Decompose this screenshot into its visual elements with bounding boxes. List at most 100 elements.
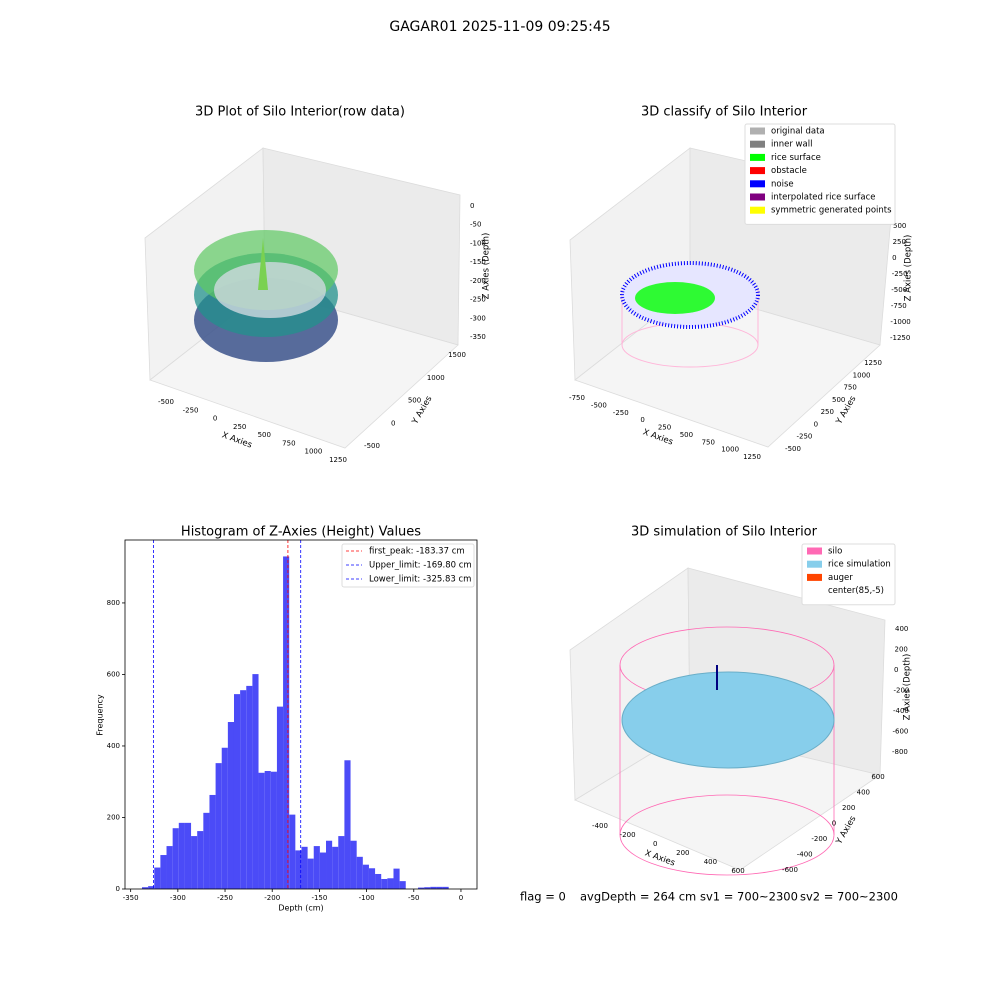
x-tick-label: 0 xyxy=(640,416,644,424)
legend-box xyxy=(341,543,475,588)
x-tick-label: -200 xyxy=(620,831,636,839)
x-tick-label: 250 xyxy=(658,424,671,432)
bar xyxy=(203,812,210,889)
y-tick-label: 0 xyxy=(832,820,836,828)
x-tick-label: 1250 xyxy=(329,456,347,464)
bar xyxy=(368,868,376,889)
x-tick-label: 0 xyxy=(213,415,217,423)
bar xyxy=(356,856,363,889)
bar xyxy=(178,822,185,889)
y-tick-label: -250 xyxy=(796,433,812,441)
bar xyxy=(295,850,302,889)
y-tick-label: 1000 xyxy=(853,371,871,379)
legend-label: original data xyxy=(771,127,825,137)
x-tick-label: 500 xyxy=(680,431,693,439)
y-tick-label: -600 xyxy=(782,866,798,874)
z-tick-label: -1250 xyxy=(890,334,910,342)
y-tick-label: -500 xyxy=(364,442,380,450)
bar xyxy=(141,887,149,889)
bar xyxy=(436,886,443,889)
legend-swatch xyxy=(750,153,765,161)
legend-label: Lower_limit: -325.83 cm xyxy=(369,575,471,585)
y-tick-label: 500 xyxy=(408,397,421,405)
z-tick-label: 0 xyxy=(894,666,898,674)
z-tick-label: -600 xyxy=(893,728,909,736)
legend-swatch xyxy=(750,140,765,148)
y-tick-label: 0 xyxy=(391,419,395,427)
bar xyxy=(387,878,394,889)
bar xyxy=(418,887,425,889)
bar xyxy=(270,771,277,889)
bar xyxy=(375,873,382,889)
plot1-box xyxy=(144,147,461,449)
legend-label: interpolated rice surface xyxy=(771,193,876,203)
bar xyxy=(172,828,179,889)
surface xyxy=(621,671,835,769)
bar xyxy=(393,868,400,889)
x-tick-label: -350 xyxy=(123,894,139,902)
z-tick-label: -250 xyxy=(470,296,486,304)
bar xyxy=(246,685,253,889)
bar xyxy=(221,747,228,889)
legend-swatch xyxy=(750,193,765,201)
y-tick-label: -200 xyxy=(811,835,827,843)
x-tick-label: 1250 xyxy=(743,453,761,461)
bar xyxy=(191,836,198,889)
bar xyxy=(209,794,216,889)
x-tick-label: -200 xyxy=(264,894,280,902)
bar xyxy=(252,674,259,889)
plot-frame xyxy=(124,539,478,890)
x-tick-label: 0 xyxy=(459,894,463,902)
y-tick-label: 0 xyxy=(814,420,818,428)
cloud xyxy=(258,238,268,290)
y-axis-label: Frequency xyxy=(96,694,105,736)
y-tick-label: 200 xyxy=(107,813,120,821)
legend-box xyxy=(801,543,896,606)
z-tick-label: -50 xyxy=(470,221,481,229)
y-tick-label: -500 xyxy=(785,445,801,453)
z-tick-label: 400 xyxy=(895,625,908,633)
bar xyxy=(154,867,161,889)
legend-label: Upper_limit: -169.80 cm xyxy=(369,561,472,571)
x-tick-label: -750 xyxy=(569,394,585,402)
bar xyxy=(344,760,351,889)
z-tick-label: -800 xyxy=(892,748,908,756)
bar xyxy=(307,858,314,889)
x-tick-label: 750 xyxy=(282,439,295,447)
figure-title: GAGAR01 2025-11-09 09:25:45 xyxy=(389,19,610,35)
bar xyxy=(301,846,308,889)
legend-label: obstacle xyxy=(771,166,807,176)
bar xyxy=(197,831,204,889)
legend-box xyxy=(744,123,896,225)
y-tick-label: -400 xyxy=(797,851,813,859)
cloud xyxy=(214,262,326,318)
bar xyxy=(338,836,345,889)
z-tick-label: -150 xyxy=(470,258,486,266)
legend-swatch xyxy=(750,180,765,188)
x-axis-label: Depth (cm) xyxy=(278,904,323,913)
bar xyxy=(326,840,333,889)
bar xyxy=(289,814,296,889)
status-text: sv2 = 700~2300 xyxy=(800,890,898,904)
status-text: sv1 = 700~2300 xyxy=(700,890,798,904)
x-tick-label: -50 xyxy=(408,894,419,902)
y-tick-label: 500 xyxy=(832,396,845,404)
x-tick-label: 600 xyxy=(731,867,744,875)
legend-swatch xyxy=(750,167,765,175)
y-tick-label: 400 xyxy=(107,742,120,750)
z-tick-label: -350 xyxy=(470,333,486,341)
z-axis-label: Z Axies (Depth) xyxy=(482,233,492,300)
x-tick-label: -300 xyxy=(170,894,186,902)
legend-swatch xyxy=(807,560,822,568)
y-tick-label: 200 xyxy=(842,804,855,812)
z-tick-label: -200 xyxy=(470,277,486,285)
z-tick-label: 0 xyxy=(470,202,474,210)
x-tick-label: 0 xyxy=(653,840,657,848)
x-tick-label: 250 xyxy=(233,423,246,431)
z-tick-label: -750 xyxy=(891,302,907,310)
x-tick-label: -250 xyxy=(217,894,233,902)
z-tick-label: -100 xyxy=(470,239,486,247)
x-tick-label: -100 xyxy=(359,894,375,902)
legend-label: inner wall xyxy=(771,140,812,150)
bar xyxy=(332,846,339,889)
